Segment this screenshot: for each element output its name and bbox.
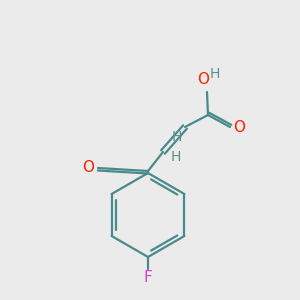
- Text: H: H: [210, 67, 220, 81]
- Text: O: O: [233, 119, 245, 134]
- Text: H: H: [171, 150, 181, 164]
- Text: H: H: [172, 130, 182, 144]
- Text: O: O: [197, 73, 209, 88]
- Text: F: F: [144, 269, 152, 284]
- Text: O: O: [82, 160, 94, 175]
